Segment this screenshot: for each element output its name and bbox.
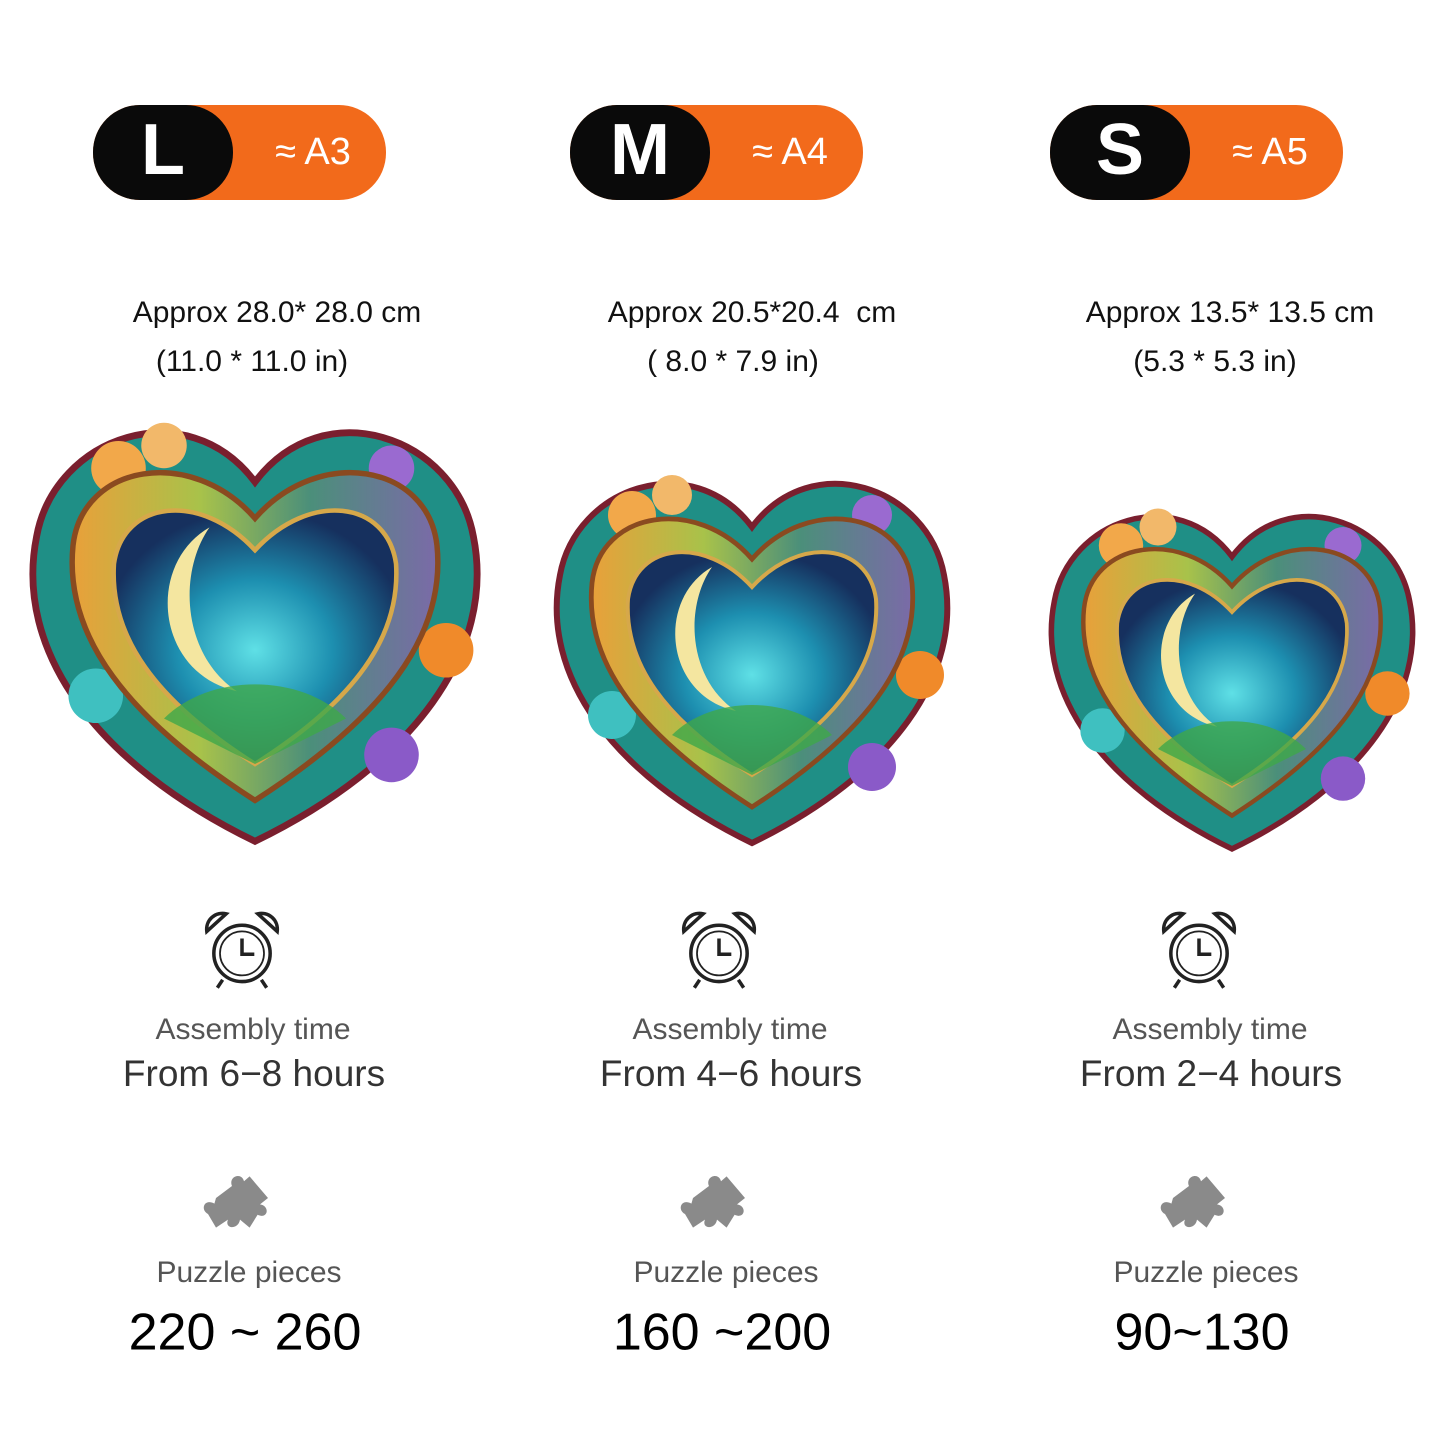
dimensions-cm: Approx 20.5*20.4 cm <box>608 296 897 329</box>
puzzle-icon <box>1160 1175 1225 1228</box>
heart-puzzle-image <box>1051 509 1412 849</box>
size-column: L ≈ A3 Approx 28.0* 28.0 cm (11.0 * 11.0 in… <box>33 105 477 1362</box>
dimensions-in: (5.3 * 5.3 in) <box>1133 345 1296 378</box>
assembly-time: From 4−6 hours <box>600 1053 862 1094</box>
time-label: Assembly time <box>632 1013 827 1046</box>
heart-puzzle-image <box>557 475 948 843</box>
piece-count: 160 ~200 <box>613 1304 831 1362</box>
time-label: Assembly time <box>1112 1013 1307 1046</box>
size-column: M ≈ A4 Approx 20.5*20.4 cm ( 8.0 * 7.9 in) A… <box>557 105 948 1362</box>
format-label: ≈ A5 <box>1232 131 1308 173</box>
clock-icon <box>204 911 280 990</box>
piece-count: 90~130 <box>1115 1304 1290 1362</box>
dimensions-cm: Approx 13.5* 13.5 cm <box>1086 296 1375 329</box>
size-pill <box>1050 105 1190 200</box>
puzzle-icon <box>680 1175 745 1228</box>
format-label: ≈ A4 <box>752 131 828 173</box>
size-letter: M <box>610 110 670 190</box>
dimensions-cm: Approx 28.0* 28.0 cm <box>133 296 422 329</box>
dimensions-in: ( 8.0 * 7.9 in) <box>647 345 819 378</box>
size-letter: L <box>141 110 185 190</box>
piece-count: 220 ~ 260 <box>129 1304 362 1362</box>
pieces-label: Puzzle pieces <box>633 1256 818 1289</box>
size-pill <box>570 105 710 200</box>
dimensions-in: (11.0 * 11.0 in) <box>156 345 348 378</box>
pieces-label: Puzzle pieces <box>156 1256 341 1289</box>
size-pill <box>93 105 233 200</box>
assembly-time: From 6−8 hours <box>123 1053 385 1094</box>
time-label: Assembly time <box>155 1013 350 1046</box>
size-column: S ≈ A5 Approx 13.5* 13.5 cm (5.3 * 5.3 in) A… <box>1050 105 1413 1362</box>
assembly-time: From 2−4 hours <box>1080 1053 1342 1094</box>
size-letter: S <box>1096 110 1144 190</box>
clock-icon <box>681 911 757 990</box>
heart-puzzle-image <box>33 423 477 842</box>
puzzle-icon <box>203 1175 268 1228</box>
clock-icon <box>1161 911 1237 990</box>
format-label: ≈ A3 <box>275 131 351 173</box>
pieces-label: Puzzle pieces <box>1113 1256 1298 1289</box>
